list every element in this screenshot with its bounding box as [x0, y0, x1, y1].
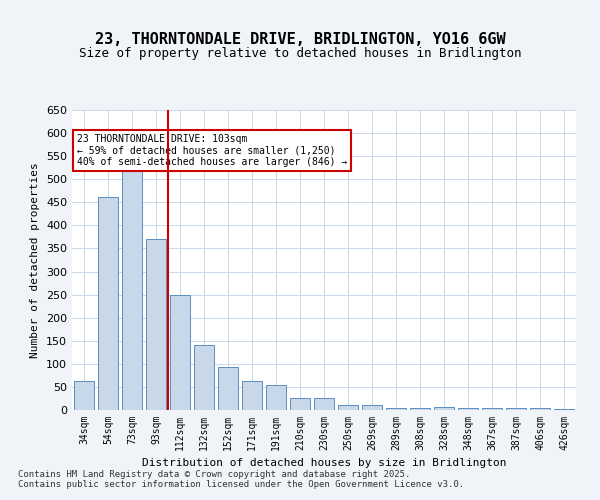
Y-axis label: Number of detached properties: Number of detached properties: [31, 162, 40, 358]
Bar: [170, 294, 190, 410]
Bar: [530, 408, 550, 410]
Bar: [146, 239, 166, 410]
Bar: [410, 408, 430, 410]
Text: 23, THORNTONDALE DRIVE, BRIDLINGTON, YO16 6GW: 23, THORNTONDALE DRIVE, BRIDLINGTON, YO1…: [95, 32, 505, 48]
Bar: [338, 406, 358, 410]
X-axis label: Distribution of detached houses by size in Bridlington: Distribution of detached houses by size …: [142, 458, 506, 468]
Bar: [458, 408, 478, 410]
Bar: [194, 346, 214, 410]
Bar: [242, 382, 262, 410]
Bar: [554, 408, 574, 410]
Text: Size of property relative to detached houses in Bridlington: Size of property relative to detached ho…: [79, 48, 521, 60]
Text: 23 THORNTONDALE DRIVE: 103sqm
← 59% of detached houses are smaller (1,250)
40% o: 23 THORNTONDALE DRIVE: 103sqm ← 59% of d…: [77, 134, 347, 167]
Text: Contains HM Land Registry data © Crown copyright and database right 2025.
Contai: Contains HM Land Registry data © Crown c…: [18, 470, 464, 490]
Bar: [218, 367, 238, 410]
Bar: [506, 408, 526, 410]
Bar: [362, 406, 382, 410]
Bar: [314, 398, 334, 410]
Bar: [386, 408, 406, 410]
Bar: [98, 197, 118, 410]
Bar: [266, 384, 286, 410]
Bar: [434, 407, 454, 410]
Bar: [74, 382, 94, 410]
Bar: [122, 166, 142, 410]
Bar: [290, 398, 310, 410]
Bar: [482, 408, 502, 410]
